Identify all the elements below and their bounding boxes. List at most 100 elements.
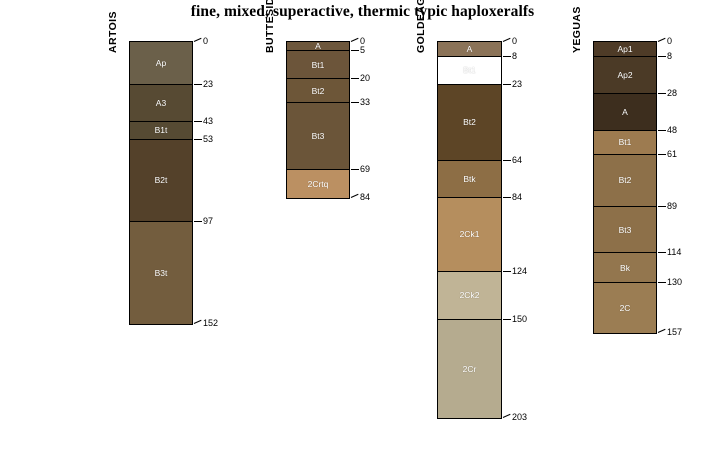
soil-horizon: Bk (594, 253, 656, 283)
depth-tick (193, 319, 202, 324)
depth-value: 48 (667, 124, 678, 135)
soil-horizon: Ap1 (594, 42, 656, 57)
soil-horizon: Bt3 (287, 103, 349, 170)
horizon-label: Bt1 (311, 59, 325, 70)
depth-value: 69 (360, 163, 371, 174)
depth-tick (194, 120, 202, 122)
depth-tick (350, 37, 359, 42)
horizon-label: A3 (155, 97, 167, 108)
soil-horizon: B2t (130, 140, 192, 222)
soil-horizon: Bt2 (594, 155, 656, 207)
depth-tick (658, 154, 666, 156)
depth-value: 20 (360, 73, 371, 84)
profile-column: Ap1 Ap2 A Bt1 Bt2 Bt3 Bk 2C (593, 41, 657, 334)
profile-name-label: GOLDEAGLE (415, 0, 427, 53)
depth-value: 84 (360, 191, 371, 202)
depth-value: 124 (512, 265, 528, 276)
depth-value: 28 (667, 87, 678, 98)
depth-value: 23 (512, 78, 523, 89)
depth-tick (193, 37, 202, 42)
horizon-label: 2Ck1 (459, 229, 480, 240)
depth-value: 84 (512, 191, 523, 202)
depth-tick (502, 413, 511, 419)
depth-value: 0 (667, 36, 673, 46)
horizon-label: A (315, 42, 321, 52)
depth-value: 157 (667, 326, 683, 337)
soil-horizon: 2C (594, 282, 656, 333)
depth-value: 114 (667, 247, 682, 258)
soil-horizon: Bt1 (594, 130, 656, 156)
soil-horizon: Btk (438, 160, 501, 198)
depth-value: 23 (203, 78, 214, 89)
depth-tick (503, 55, 511, 57)
soil-horizon: Bt3 (594, 206, 656, 254)
horizon-label: Ap (155, 57, 167, 68)
depth-tick (503, 159, 511, 161)
depth-value: 203 (512, 412, 528, 423)
horizon-label: Btk (463, 173, 476, 184)
depth-tick (351, 50, 359, 52)
profile-name-label: BUTTESIDE (264, 0, 276, 53)
depth-tick (350, 193, 359, 198)
horizon-label: Ap1 (617, 43, 633, 54)
depth-tick (194, 220, 202, 222)
horizon-label: Bt1 (618, 137, 632, 148)
depth-value: 150 (512, 313, 528, 324)
depth-value: 8 (512, 50, 518, 61)
soil-horizon: A (438, 42, 501, 57)
depth-value: 53 (203, 134, 214, 145)
soil-horizon: 2Ck1 (438, 197, 501, 272)
depth-value: 61 (667, 149, 678, 160)
depth-tick (502, 37, 511, 42)
depth-value: 0 (203, 36, 209, 46)
horizon-label: B3t (154, 267, 168, 278)
depth-tick (658, 252, 666, 254)
depth-tick (658, 205, 666, 207)
profile-name-label: ARTOIS (107, 11, 119, 53)
depth-tick (351, 168, 359, 170)
soil-horizon: A (287, 42, 349, 52)
horizon-label: A (622, 106, 628, 117)
horizon-label: B1t (154, 125, 168, 136)
depth-value: 89 (667, 200, 678, 211)
profile-name-label: YEGUAS (571, 6, 583, 53)
soil-horizon: Bt1 (287, 51, 349, 80)
soil-horizon: Bt2 (438, 84, 501, 161)
depth-tick (658, 55, 666, 57)
depth-tick (194, 83, 202, 85)
depth-tick (657, 328, 666, 333)
horizon-label: Bt2 (311, 85, 325, 96)
horizon-label: Bk (620, 262, 630, 273)
horizon-label: 2Cr (462, 364, 477, 375)
depth-tick (658, 281, 666, 283)
soil-horizon: B1t (130, 121, 192, 141)
depth-tick (658, 92, 666, 94)
depth-tick (503, 196, 511, 198)
depth-tick (351, 78, 359, 80)
depth-value: 97 (203, 215, 214, 226)
profile-column: A Bt1 Bt2 Bt3 2Crtq (286, 41, 350, 199)
depth-value: 130 (667, 276, 683, 287)
depth-tick (658, 129, 666, 131)
depth-tick (194, 139, 202, 141)
depth-value: 0 (512, 36, 518, 46)
horizon-label: Bt1 (463, 65, 476, 76)
soil-horizon: 2Ck2 (438, 271, 501, 320)
horizon-label: Bt2 (463, 117, 476, 128)
depth-tick (657, 37, 666, 42)
depth-tick (503, 318, 511, 320)
soil-horizon: A3 (130, 84, 192, 122)
soil-horizon: 2Cr (438, 319, 501, 419)
soil-horizon: B3t (130, 221, 192, 324)
soil-horizon: Ap (130, 42, 192, 85)
horizon-label: Bt3 (311, 130, 325, 141)
soil-horizon: Ap2 (594, 56, 656, 94)
horizon-label: Bt2 (618, 175, 632, 186)
depth-value: 33 (360, 97, 371, 108)
horizon-label: 2Ck2 (459, 290, 480, 301)
depth-tick (503, 270, 511, 272)
soil-horizon: Bt1 (438, 57, 501, 85)
profile-column: Ap A3 B1t B2t B3t (129, 41, 193, 325)
horizon-label: 2Crtq (307, 178, 329, 189)
